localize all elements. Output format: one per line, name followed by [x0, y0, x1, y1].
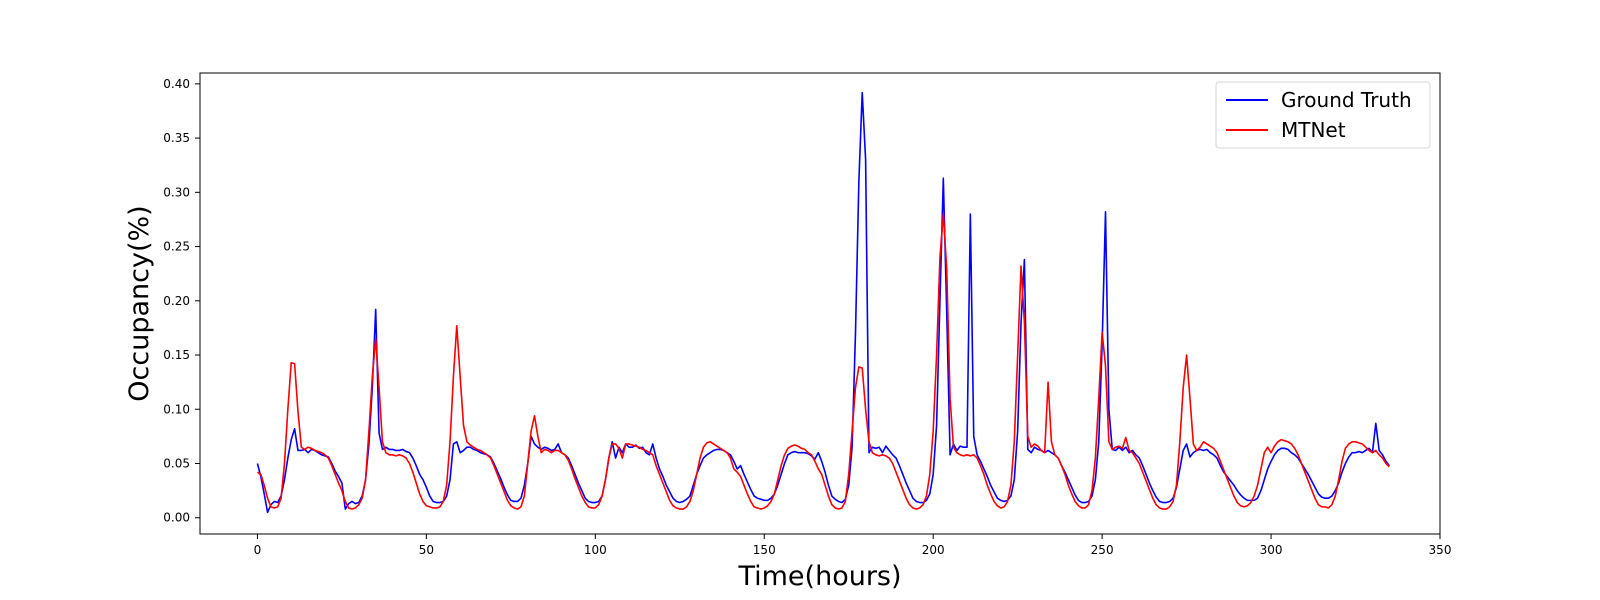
y-tick-label: 0.15: [163, 348, 190, 362]
axes: 0 50 100 150 200 250 300 350 0.00 0.05 0.10 0.15 0.2…: [124, 72, 1452, 592]
y-tick-label: 0.05: [163, 456, 190, 470]
x-tick-label: 0: [254, 543, 262, 557]
legend-box: [1215, 81, 1431, 149]
plot-frame: [199, 72, 1441, 535]
x-tick-label: 150: [753, 543, 776, 557]
x-tick-label: 350: [1429, 543, 1452, 557]
y-tick-label: 0.00: [163, 511, 190, 525]
x-tick-label: 50: [419, 543, 434, 557]
series-line-0: [256, 91, 1390, 514]
y-tick-label: 0.25: [163, 240, 190, 254]
x-tick-label: 300: [1260, 543, 1283, 557]
y-tick-label: 0.20: [163, 294, 190, 308]
y-tick-label: 0.35: [163, 131, 190, 145]
x-tick-label: 250: [1091, 543, 1114, 557]
y-tick-label: 0.10: [163, 402, 190, 416]
x-tick-label: 100: [584, 543, 607, 557]
legend-label-1: MTNet: [1281, 118, 1346, 142]
y-tick-label: 0.40: [163, 77, 190, 91]
x-tick-label: 200: [922, 543, 945, 557]
series-line-1: [257, 213, 1390, 510]
legend-label-0: Ground Truth: [1281, 88, 1412, 112]
legend: Ground Truth MTNet: [1215, 81, 1431, 149]
x-axis-label: Time(hours): [737, 561, 901, 592]
y-tick-label: 0.30: [163, 185, 190, 199]
y-axis-label: Occupancy(%): [124, 205, 155, 401]
plot-area: [256, 91, 1390, 514]
